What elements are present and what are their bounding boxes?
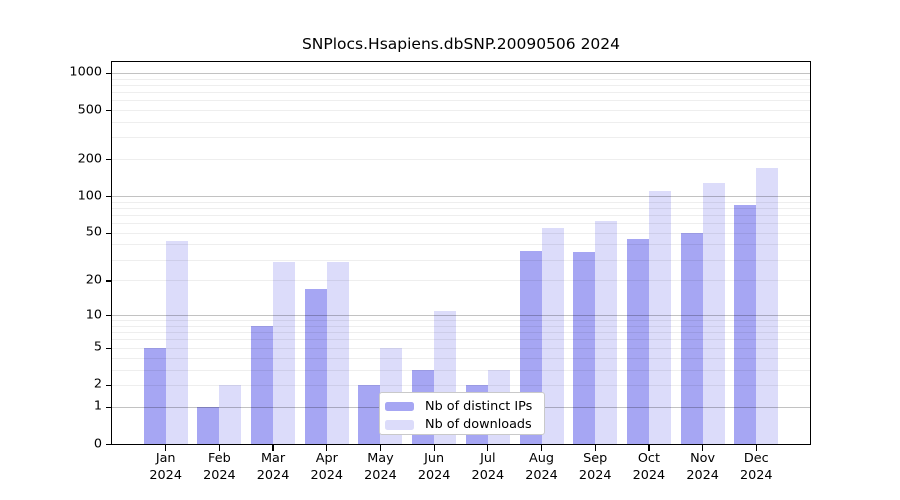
x-tick-month: Nov [690, 451, 716, 466]
x-tick-nov [702, 445, 704, 452]
x-tick-label-sep: Sep 2024 [563, 451, 627, 484]
x-tick-label-apr: Apr 2024 [295, 451, 359, 484]
bar-ips-may [358, 385, 381, 445]
x-tick-month: Dec [743, 451, 769, 466]
x-tick-month: Jan [155, 451, 176, 466]
x-tick-may [379, 445, 382, 452]
bar-downloads-jan [165, 241, 188, 445]
x-tick-month: Jun [424, 451, 445, 466]
x-tick-label-jul: Jul 2024 [456, 451, 520, 484]
x-tick-year: 2024 [203, 467, 236, 483]
x-tick-year: 2024 [471, 467, 505, 483]
bar-ips-nov [680, 233, 703, 445]
x-tick-year: 2024 [686, 467, 719, 483]
y-tick-label-1000: 1000 [69, 64, 102, 80]
y-tick-1 [105, 406, 112, 408]
bar-downloads-dec [756, 168, 779, 445]
x-tick-month: Apr [315, 451, 338, 466]
x-tick-year: 2024 [740, 467, 773, 483]
bar-downloads-mar [273, 261, 296, 445]
x-tick-month: Oct [637, 451, 660, 466]
bar-downloads-nov [702, 182, 725, 445]
x-tick-month: Jul [480, 451, 496, 466]
y-tick-label-20: 20 [85, 272, 102, 288]
y-tick-label-10: 10 [85, 307, 102, 323]
y-tick-0 [105, 443, 112, 446]
x-tick-dec [755, 445, 757, 452]
bar-ips-jan [143, 348, 166, 445]
x-tick-month: Mar [260, 451, 286, 466]
legend: Nb of distinct IPs Nb of downloads [379, 391, 545, 435]
x-tick-year: 2024 [578, 467, 612, 483]
bar-downloads-apr [326, 261, 349, 445]
y-tick-label-2: 2 [93, 377, 102, 393]
x-tick-label-dec: Dec 2024 [724, 451, 788, 484]
legend-row-downloads: Nb of downloads [385, 416, 538, 434]
x-tick-aug [540, 445, 543, 452]
y-tick-50 [105, 232, 112, 234]
x-tick-jul [487, 445, 489, 452]
x-tick-year: 2024 [632, 467, 666, 483]
legend-label-distinct-ips: Nb of distinct IPs [425, 398, 533, 414]
y-tick-2 [105, 384, 112, 387]
bar-ips-feb [197, 407, 220, 445]
y-tick-500 [105, 109, 112, 112]
bar-ips-dec [734, 205, 757, 445]
x-tick-apr [326, 445, 328, 452]
y-tick-label-0: 0 [93, 436, 102, 452]
y-tick-label-100: 100 [77, 188, 102, 204]
x-tick-year: 2024 [310, 467, 344, 483]
legend-row-distinct-ips: Nb of distinct IPs [385, 398, 538, 416]
legend-swatch-downloads [385, 420, 414, 430]
y-tick-label-1: 1 [93, 398, 102, 414]
x-tick-label-nov: Nov 2024 [671, 451, 735, 484]
legend-swatch-distinct-ips [385, 401, 414, 411]
x-tick-month: May [367, 451, 394, 466]
bar-downloads-feb [219, 385, 242, 445]
x-tick-mar [272, 445, 274, 452]
y-tick-100 [105, 195, 112, 198]
x-tick-label-mar: Mar 2024 [241, 451, 305, 484]
bar-downloads-aug [541, 228, 564, 445]
x-tick-year: 2024 [525, 467, 558, 483]
y-tick-label-5: 5 [93, 339, 102, 355]
x-tick-month: Feb [208, 451, 231, 466]
x-tick-jun [433, 445, 435, 452]
x-tick-month: Sep [583, 451, 608, 466]
x-tick-jan [165, 445, 167, 452]
y-tick-1000 [105, 72, 112, 74]
bar-downloads-oct [648, 191, 671, 445]
x-tick-year: 2024 [364, 467, 397, 483]
chart-title: SNPlocs.Hsapiens.dbSNP.20090506 2024 [301, 35, 621, 53]
y-tick-label-200: 200 [77, 151, 102, 167]
legend-label-downloads: Nb of downloads [425, 417, 532, 433]
bars-layer [112, 62, 810, 445]
y-tick-20 [105, 280, 112, 282]
x-tick-feb [218, 445, 220, 452]
bar-ips-sep [573, 251, 596, 445]
y-tick-label-50: 50 [85, 224, 102, 240]
bar-downloads-sep [595, 221, 618, 445]
y-tick-5 [105, 347, 112, 349]
y-tick-10 [105, 315, 112, 317]
x-tick-oct [648, 445, 650, 452]
x-tick-year: 2024 [149, 467, 182, 483]
x-tick-month: Aug [529, 451, 555, 466]
plot-area [112, 62, 810, 445]
x-tick-label-may: May 2024 [348, 451, 412, 484]
x-tick-label-aug: Aug 2024 [510, 451, 574, 484]
bar-ips-mar [251, 326, 274, 445]
x-tick-year: 2024 [417, 467, 451, 483]
x-tick-sep [594, 445, 596, 452]
x-tick-label-feb: Feb 2024 [187, 451, 251, 484]
bar-ips-oct [626, 238, 649, 445]
bar-ips-apr [304, 289, 327, 445]
y-tick-200 [105, 158, 112, 161]
y-tick-label-500: 500 [77, 102, 102, 118]
x-tick-label-jan: Jan 2024 [134, 451, 198, 484]
x-tick-year: 2024 [256, 467, 290, 483]
x-tick-label-jun: Jun 2024 [402, 451, 466, 484]
x-tick-label-oct: Oct 2024 [617, 451, 681, 484]
